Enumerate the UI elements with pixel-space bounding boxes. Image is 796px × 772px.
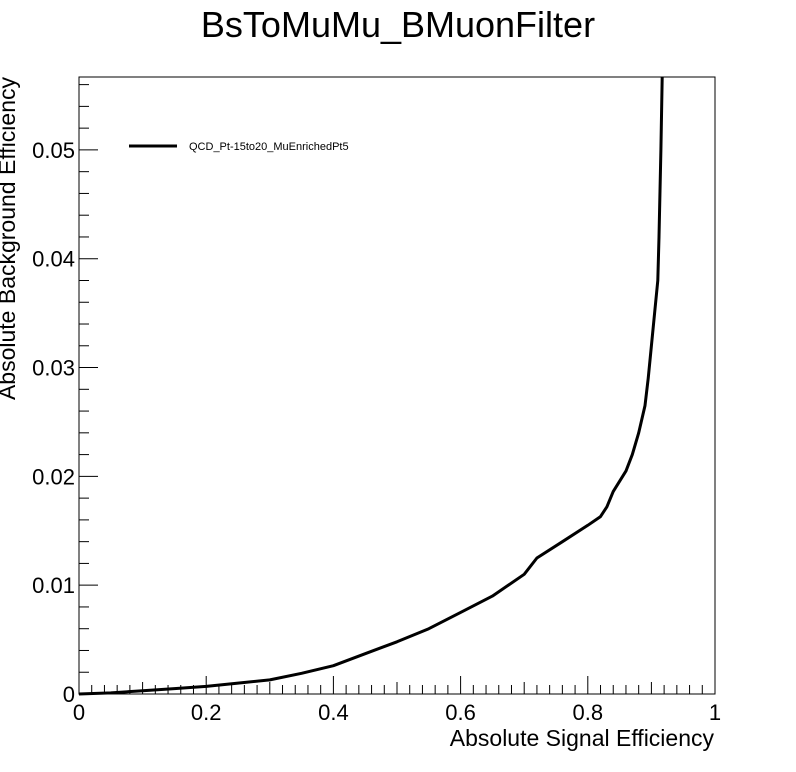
y-tick-label: 0.03 xyxy=(32,356,75,381)
plot-frame xyxy=(78,76,716,695)
y-axis-label: Absolute Background Efficiency xyxy=(0,77,20,401)
legend: QCD_Pt-15to20_MuEnrichedPt5 xyxy=(129,141,349,153)
y-tick-label: 0.05 xyxy=(32,138,75,163)
legend-label: QCD_Pt-15to20_MuEnrichedPt5 xyxy=(189,141,349,153)
x-tick-label: 0.6 xyxy=(445,700,476,725)
y-tick-label: 0 xyxy=(63,682,75,707)
x-tick-label: 0.8 xyxy=(573,700,604,725)
chart-title: BsToMuMu_BMuonFilter xyxy=(201,4,595,45)
y-tick-label: 0.02 xyxy=(32,464,75,489)
x-axis-label: Absolute Signal Efficiency xyxy=(450,725,715,751)
series-line xyxy=(78,76,664,696)
y-tick-label: 0.04 xyxy=(32,247,75,272)
x-tick-label: 0 xyxy=(73,700,85,725)
series-layer xyxy=(78,76,664,696)
x-axis: 0 0.2 0.4 0.6 0.8 1 xyxy=(73,676,721,725)
y-axis: 0 0.01 0.02 0.03 0.04 0.05 xyxy=(32,84,98,707)
x-tick-label: 0.2 xyxy=(191,700,222,725)
x-tick-label: 1 xyxy=(709,700,721,725)
x-tick-label: 0.4 xyxy=(318,700,349,725)
y-tick-label: 0.01 xyxy=(32,573,75,598)
